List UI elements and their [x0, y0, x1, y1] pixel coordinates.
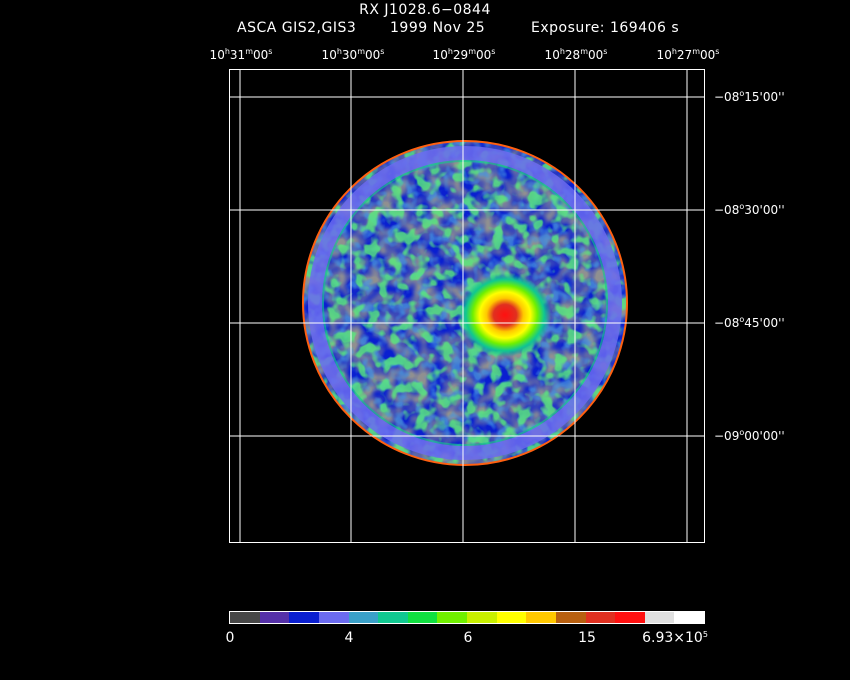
colorbar-swatch	[585, 612, 616, 623]
colorbar-label: 0	[225, 630, 235, 646]
image-title: RX J1028.6−0844	[359, 2, 491, 18]
dec-tick-label: −09o00'00''	[714, 428, 785, 444]
ra-tick-label: 10h30m00s	[321, 47, 385, 63]
detector-field	[303, 141, 627, 465]
colorbar-swatch	[615, 612, 645, 623]
coordinate-grid	[229, 69, 705, 543]
dec-tick-label: −08o30'00''	[714, 202, 785, 218]
exposure-label: Exposure: 169406 s	[531, 20, 680, 36]
colorbar-swatch	[407, 612, 438, 623]
colorbar-label: 6.93×105	[642, 630, 708, 646]
ra-tick-label: 10h28m00s	[544, 47, 608, 63]
ra-tick-label: 10h29m00s	[432, 47, 496, 63]
instrument-label: ASCA GIS2,GIS3	[237, 20, 357, 36]
xray-source	[459, 273, 551, 357]
colorbar-swatch	[555, 612, 586, 623]
colorbar	[229, 611, 705, 624]
dec-tick-label: −08o15'00''	[714, 89, 785, 105]
xray-image-map	[229, 69, 705, 543]
colorbar-swatch	[644, 612, 675, 623]
colorbar-swatch	[348, 612, 379, 623]
colorbar-swatch	[437, 612, 467, 623]
colorbar-swatch	[526, 612, 556, 623]
colorbar-label: 6	[463, 630, 473, 646]
detector-edge	[302, 140, 628, 466]
colorbar-swatch	[674, 612, 704, 623]
observation-date: 1999 Nov 25	[390, 20, 486, 36]
colorbar-swatch	[378, 612, 408, 623]
colorbar-swatch	[496, 612, 527, 623]
colorbar-swatch	[318, 612, 349, 623]
colorbar-swatch	[230, 612, 260, 623]
image-frame-border	[229, 69, 705, 543]
colorbar-swatch	[259, 612, 290, 623]
colorbar-label: 15	[578, 630, 596, 646]
ra-tick-label: 10h27m00s	[656, 47, 720, 63]
ra-tick-label: 10h31m00s	[209, 47, 273, 63]
dec-tick-label: −08o45'00''	[714, 315, 785, 331]
colorbar-swatch	[467, 612, 497, 623]
colorbar-swatch	[289, 612, 319, 623]
colorbar-label: 4	[344, 630, 354, 646]
